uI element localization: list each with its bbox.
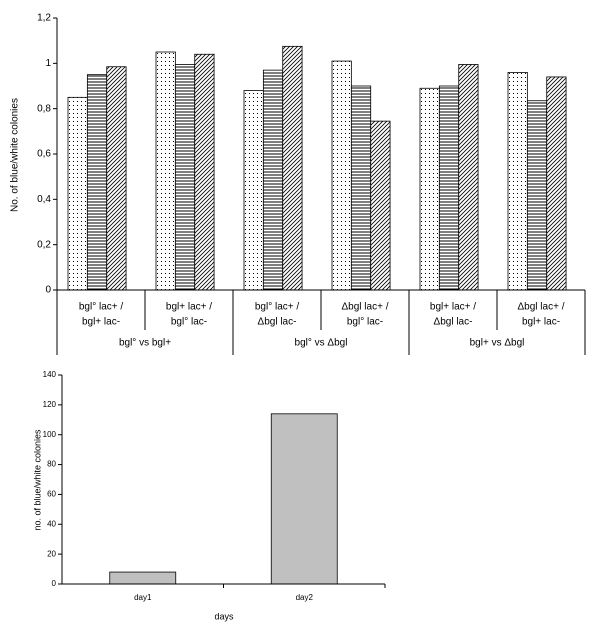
- x-tick-label: bgl+ lac-: [522, 317, 560, 328]
- bar: [270, 413, 338, 585]
- x-axis-label: days: [214, 611, 234, 621]
- bar: [458, 64, 479, 291]
- bar: [194, 53, 215, 291]
- y-tick-label: 0,6: [37, 149, 51, 160]
- x-tick-label: bgl° lac-: [171, 317, 207, 328]
- y-tick-label: 120: [43, 400, 57, 409]
- bar: [526, 100, 548, 291]
- x-tick-label: bgl° lac-: [347, 317, 383, 328]
- bar: [106, 66, 127, 291]
- y-tick-label: 0: [52, 579, 57, 588]
- y-tick-label: 0: [45, 285, 51, 296]
- bar: [282, 45, 303, 291]
- bar: [507, 72, 528, 291]
- bar: [174, 64, 196, 291]
- y-tick-label: 140: [43, 370, 57, 379]
- y-axis-label: No. of blue/white colonies: [10, 98, 21, 212]
- y-tick-label: 0,8: [37, 103, 51, 114]
- group-label: bgl+ vs Δbgl: [470, 338, 525, 349]
- bar: [109, 571, 177, 585]
- y-tick-label: 100: [43, 430, 57, 439]
- bar: [262, 69, 284, 291]
- x-tick-label: bgl+ lac+ /: [430, 302, 476, 313]
- x-tick-label: Δbgl lac-: [258, 317, 297, 328]
- y-tick-label: 0,2: [37, 239, 51, 250]
- x-tick-label: Δbgl lac-: [434, 317, 473, 328]
- group-label: bgl° vs bgl+: [119, 338, 171, 349]
- bar: [86, 74, 108, 291]
- y-tick-label: 60: [47, 490, 56, 499]
- x-tick-label: bgl+ lac-: [82, 317, 120, 328]
- y-axis-label: no. of blue/white colonies: [32, 429, 42, 531]
- group-label: bgl° vs Δbgl: [295, 338, 348, 349]
- bar: [350, 85, 372, 291]
- x-tick-label: Δbgl lac+ /: [518, 302, 565, 313]
- y-tick-label: 80: [47, 460, 56, 469]
- bar: [546, 76, 567, 291]
- y-tick-label: 0,4: [37, 194, 51, 205]
- bar: [243, 90, 264, 291]
- bar: [370, 120, 391, 291]
- x-tick-label: bgl° lac+ /: [79, 302, 124, 313]
- y-tick-label: 20: [47, 549, 56, 558]
- x-tick-label: bgl+ lac+ /: [166, 302, 212, 313]
- y-tick-label: 1,2: [37, 13, 51, 24]
- x-tick-label: bgl° lac+ /: [255, 302, 300, 313]
- bar: [67, 96, 88, 291]
- x-tick-label: day1: [134, 593, 152, 602]
- y-tick-label: 40: [47, 519, 56, 528]
- y-tick-label: 1: [45, 58, 51, 69]
- bar: [331, 60, 352, 291]
- bar: [438, 85, 460, 291]
- bar: [155, 51, 176, 291]
- bar: [419, 87, 440, 291]
- x-tick-label: Δbgl lac+ /: [342, 302, 389, 313]
- x-tick-label: day2: [296, 593, 314, 602]
